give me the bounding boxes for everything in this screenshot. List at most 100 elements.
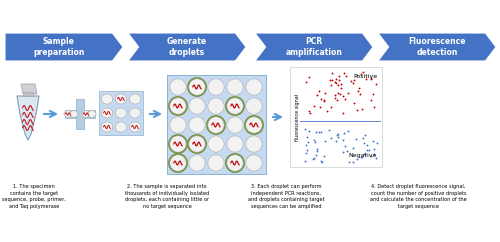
Point — [327, 136, 335, 140]
Bar — [23, 92, 33, 96]
Point — [370, 152, 378, 156]
Point — [352, 137, 360, 141]
Ellipse shape — [246, 136, 262, 152]
Point — [340, 71, 348, 75]
Point — [353, 158, 361, 161]
Point — [320, 155, 328, 159]
Point — [302, 143, 310, 147]
Bar — [65, 110, 95, 118]
Point — [310, 138, 318, 142]
Ellipse shape — [208, 79, 224, 95]
Point — [302, 148, 310, 152]
Point — [311, 141, 319, 144]
Point — [310, 104, 318, 108]
Point — [374, 141, 382, 145]
Point — [338, 111, 346, 115]
Ellipse shape — [168, 134, 188, 154]
Point — [318, 160, 326, 164]
Ellipse shape — [82, 111, 90, 117]
Bar — [167, 75, 266, 174]
Ellipse shape — [208, 136, 224, 152]
Point — [328, 71, 336, 75]
Point — [328, 78, 336, 82]
Ellipse shape — [227, 155, 243, 171]
Point — [321, 139, 329, 143]
Point — [344, 129, 351, 132]
Point — [327, 83, 335, 87]
Ellipse shape — [244, 115, 264, 135]
Ellipse shape — [208, 117, 224, 133]
Point — [360, 141, 368, 145]
Point — [367, 77, 375, 81]
Ellipse shape — [170, 155, 186, 171]
Ellipse shape — [206, 115, 226, 135]
Polygon shape — [255, 33, 373, 61]
Text: 4. Detect droplet fluorescence signal,
count the number of positive droplets
and: 4. Detect droplet fluorescence signal, c… — [370, 184, 467, 209]
Ellipse shape — [170, 136, 186, 152]
Ellipse shape — [227, 136, 243, 152]
Point — [355, 86, 363, 90]
Point — [339, 138, 347, 142]
Point — [362, 133, 370, 137]
Text: Fluorescence
detection: Fluorescence detection — [408, 37, 466, 57]
Point — [322, 91, 330, 95]
Point — [368, 154, 376, 158]
Point — [360, 70, 368, 74]
Point — [332, 76, 340, 80]
Point — [328, 105, 336, 109]
Point — [337, 82, 345, 86]
Text: 3. Each droplet can perform
independent PCR reactions,
and droplets containing t: 3. Each droplet can perform independent … — [248, 184, 324, 209]
Point — [368, 98, 376, 102]
Point — [320, 99, 328, 103]
Ellipse shape — [102, 94, 112, 104]
Text: 2. The sample is separated into
thousands of individually isolated
droplets, eac: 2. The sample is separated into thousand… — [125, 184, 209, 209]
Point — [340, 131, 348, 135]
Ellipse shape — [189, 79, 205, 95]
Point — [314, 93, 322, 97]
Point — [312, 130, 320, 134]
Point — [342, 74, 350, 78]
Bar — [290, 67, 382, 167]
Point — [316, 159, 324, 163]
Point — [312, 153, 320, 157]
Polygon shape — [128, 33, 246, 61]
Ellipse shape — [102, 108, 112, 118]
Point — [357, 155, 365, 159]
Ellipse shape — [130, 94, 140, 104]
Point — [362, 77, 370, 81]
Point — [345, 160, 353, 164]
Polygon shape — [17, 96, 39, 140]
Text: Sample
preparation: Sample preparation — [33, 37, 84, 57]
Ellipse shape — [189, 136, 205, 152]
Text: Negative: Negative — [348, 152, 377, 158]
Point — [340, 144, 348, 148]
Point — [304, 140, 312, 144]
Point — [368, 76, 376, 80]
Ellipse shape — [168, 96, 188, 116]
Point — [365, 148, 373, 152]
Ellipse shape — [170, 79, 186, 95]
Point — [301, 128, 309, 131]
Text: PCR
amplification: PCR amplification — [286, 37, 343, 57]
Point — [305, 76, 313, 79]
Point — [304, 136, 312, 139]
Point — [338, 94, 346, 98]
Point — [356, 92, 364, 96]
Point — [362, 149, 370, 152]
Point — [300, 159, 308, 163]
Point — [347, 79, 355, 83]
Ellipse shape — [208, 155, 224, 171]
Point — [334, 83, 342, 87]
Point — [340, 150, 347, 154]
Point — [326, 78, 334, 82]
Point — [330, 93, 338, 97]
Ellipse shape — [70, 111, 78, 117]
Polygon shape — [21, 84, 37, 94]
Point — [304, 129, 312, 133]
Ellipse shape — [246, 79, 262, 95]
Ellipse shape — [225, 153, 245, 173]
Point — [302, 80, 310, 84]
Polygon shape — [378, 33, 496, 61]
Point — [348, 81, 356, 85]
Ellipse shape — [225, 96, 245, 116]
